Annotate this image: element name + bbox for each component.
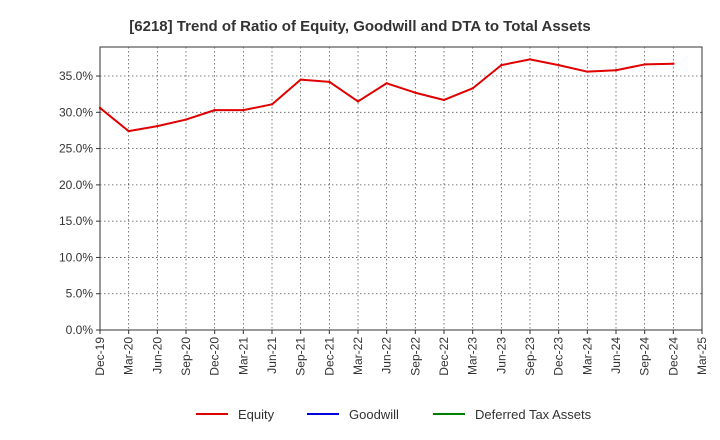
equity-point: [500, 63, 503, 67]
equity-point: [643, 63, 646, 66]
x-tick-label: Jun-21: [265, 337, 279, 374]
equity-point: [356, 100, 360, 103]
equity-point: [528, 58, 532, 61]
legend-label-equity: Equity: [238, 407, 275, 422]
legend: Equity Goodwill Deferred Tax Assets: [196, 407, 592, 422]
x-tick-label: Mar-23: [466, 337, 480, 375]
equity-point: [156, 124, 159, 128]
equity-point: [385, 82, 388, 85]
equity-point: [471, 87, 474, 90]
y-tick-label: 15.0%: [59, 214, 93, 228]
equity-point: [98, 106, 102, 110]
equity-point: [213, 108, 216, 112]
y-tick-label: 35.0%: [59, 69, 93, 83]
equity-point: [672, 62, 675, 65]
y-tick-label: 30.0%: [59, 105, 93, 119]
chart-title: [6218] Trend of Ratio of Equity, Goodwil…: [129, 18, 590, 35]
x-tick-label: Mar-25: [695, 337, 709, 375]
equity-point: [328, 80, 331, 84]
plot-frame: [99, 46, 703, 331]
equity-point: [586, 70, 589, 73]
x-tick-label: Jun-22: [380, 337, 394, 374]
x-tick-label: Sep-23: [523, 337, 537, 376]
legend-label-goodwill: Goodwill: [349, 407, 399, 422]
equity-point: [184, 118, 188, 121]
x-tick-label: Mar-21: [236, 337, 250, 375]
x-tick-label: Dec-21: [322, 337, 336, 376]
x-tick-label: Mar-24: [580, 337, 594, 375]
x-tick-label: Dec-24: [666, 337, 680, 376]
x-tick-label: Dec-23: [552, 337, 566, 376]
y-tick-label: 0.0%: [66, 323, 94, 337]
x-tick-label: Dec-20: [208, 337, 222, 376]
y-tick-label: 10.0%: [59, 250, 93, 264]
equity-point: [414, 91, 417, 94]
x-tick-label: Dec-19: [93, 337, 107, 376]
x-tick-label: Sep-21: [294, 337, 308, 376]
x-tick-label: Jun-20: [150, 337, 164, 374]
x-tick-label: Jun-24: [609, 337, 623, 374]
legend-label-deferred-tax-assets: Deferred Tax Assets: [475, 407, 592, 422]
y-tick-label: 25.0%: [59, 142, 93, 156]
equity-point: [242, 108, 245, 112]
equity-point: [442, 98, 446, 102]
equity-point: [299, 78, 302, 81]
equity-point: [557, 63, 560, 67]
x-tick-label: Sep-22: [408, 337, 422, 376]
x-tick-label: Sep-20: [179, 337, 193, 376]
equity-point: [127, 129, 130, 133]
x-tick-label: Mar-20: [122, 337, 136, 375]
y-tick-label: 20.0%: [59, 178, 93, 192]
equity-point: [270, 103, 274, 106]
plot-area: 0.0% 5.0% 10.0% 15.0% 20.0% 25.0% 30.0% 35.0% De…: [59, 46, 709, 376]
equity-point: [614, 69, 618, 72]
x-tick-label: Sep-24: [638, 337, 652, 376]
x-tick-label: Dec-22: [437, 337, 451, 376]
x-tick-label: Jun-23: [494, 337, 508, 374]
x-tick-label: Mar-22: [351, 337, 365, 375]
y-tick-label: 5.0%: [66, 287, 94, 301]
